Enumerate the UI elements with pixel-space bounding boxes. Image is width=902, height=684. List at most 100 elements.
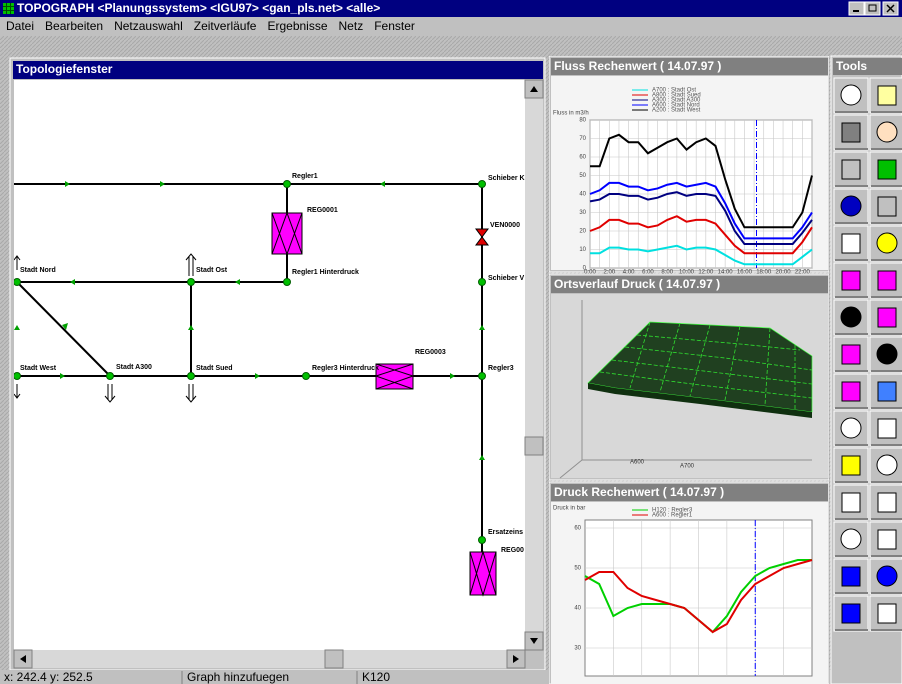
- surface-front: [588, 383, 812, 418]
- status-action: Graph hinzufuegen: [187, 670, 289, 684]
- menu-item[interactable]: Bearbeiten: [45, 19, 103, 33]
- node-dot[interactable]: [187, 278, 195, 286]
- app-icon-grid: [3, 3, 14, 14]
- legend-label: A800 : Stadt Sued: [652, 93, 701, 99]
- surface-title: Ortsverlauf Druck ( 14.07.97 ): [554, 277, 720, 291]
- surface-mesh: [599, 321, 813, 410]
- menu-item[interactable]: Zeitverläufe: [194, 19, 257, 33]
- tool-icon: [877, 85, 897, 106]
- v-scroll-thumb[interactable]: [524, 436, 544, 456]
- node-label: REG00: [501, 547, 524, 554]
- regulator-box: [271, 212, 303, 255]
- menu-item[interactable]: Datei: [6, 19, 34, 33]
- node-dot[interactable]: [478, 372, 486, 380]
- app-icon: [3, 3, 14, 14]
- tool-button-shadow: [871, 148, 902, 150]
- tool-icon: [877, 603, 897, 624]
- tool-button-shadow: [835, 111, 868, 113]
- regulator-reg0003: [374, 363, 415, 390]
- legend-label: A600 : Stadt Nord: [652, 103, 700, 109]
- tool-icon: [877, 307, 897, 328]
- tool-button-shadow: [835, 222, 868, 224]
- tool-icon: [841, 344, 861, 365]
- tool-icon: [840, 84, 862, 106]
- v-scrollbar: [525, 80, 543, 650]
- x-tick-label: 20:00: [776, 270, 792, 276]
- y-tick-label: 60: [579, 155, 586, 161]
- node-label: Stadt West: [20, 365, 57, 372]
- minimize-button[interactable]: [848, 1, 865, 16]
- surface-axis-label: A700: [680, 464, 695, 470]
- node-dot[interactable]: [187, 372, 195, 380]
- up-arrow: [185, 253, 197, 276]
- node-dot[interactable]: [283, 278, 291, 286]
- right-windows: Fluss Rechenwert ( 14.07.97 ) Ortsverlau…: [549, 56, 829, 684]
- tool-icon: [841, 233, 861, 254]
- x-tick-label: 16:00: [737, 270, 753, 276]
- topology-title-bar: [13, 61, 543, 79]
- tool-button-shadow: [835, 592, 868, 594]
- tool-icon: [840, 195, 862, 217]
- menu-item[interactable]: Netzauswahl: [114, 19, 183, 33]
- node-label: Stadt Ost: [196, 267, 228, 274]
- y-tick-label: 0: [583, 266, 587, 272]
- tool-buttons: [833, 77, 902, 632]
- node-label: VEN0000: [490, 222, 520, 229]
- tool-button-shadow: [835, 629, 868, 631]
- menu-item[interactable]: Ergebnisse: [267, 19, 327, 33]
- legend-label: A200 : Stadt West: [652, 108, 701, 114]
- tool-button-shadow: [835, 333, 868, 335]
- close-glyph: [886, 4, 895, 13]
- restore-glyph: [868, 4, 877, 12]
- scroll-down-arrow: [530, 638, 538, 644]
- node-dot[interactable]: [106, 372, 114, 380]
- node-label: Schieber V: [488, 275, 525, 282]
- series-line: [589, 191, 813, 245]
- node-label: Stadt Nord: [20, 267, 56, 274]
- status-coordinates: x: 242.4 y: 252.5: [4, 670, 93, 684]
- node-label: Regler3 Hinterdruck: [312, 365, 379, 372]
- tool-button-shadow: [871, 518, 902, 520]
- tool-button-shadow: [871, 111, 902, 113]
- pressure-title-bar: [551, 484, 828, 501]
- series-line: [590, 133, 813, 229]
- tool-icon: [840, 528, 862, 550]
- x-tick-label: 14:00: [718, 270, 734, 276]
- tool-button-shadow: [871, 444, 902, 446]
- node-dot[interactable]: [478, 180, 486, 188]
- node-dot[interactable]: [283, 180, 291, 188]
- node-label: Regler1 Hinterdruck: [292, 269, 359, 276]
- x-tick-label: 4:00: [623, 270, 635, 276]
- menu-item[interactable]: Fenster: [374, 19, 415, 33]
- tool-icon: [877, 529, 897, 550]
- x-tick-label: 22:00: [795, 270, 811, 276]
- valve: [475, 228, 489, 246]
- tool-button-shadow: [835, 296, 868, 298]
- tool-icon: [841, 159, 861, 180]
- restore-button[interactable]: [864, 1, 881, 16]
- node-dot[interactable]: [478, 278, 486, 286]
- tool-icon: [841, 122, 861, 143]
- menu-item[interactable]: Netz: [339, 19, 364, 33]
- tool-icon: [876, 343, 898, 365]
- surface-axis-label: A600: [630, 460, 645, 466]
- h-scroll-thumb[interactable]: [324, 649, 344, 669]
- node-dot[interactable]: [302, 372, 310, 380]
- tool-button-shadow: [871, 592, 902, 594]
- regulator-box: [375, 363, 414, 390]
- tool-button-shadow: [835, 444, 868, 446]
- node-dot[interactable]: [14, 372, 21, 380]
- tool-button-shadow: [835, 518, 868, 520]
- tool-icon: [877, 381, 897, 402]
- tool-icon: [877, 492, 897, 513]
- node-dot[interactable]: [14, 278, 21, 286]
- menu-bar: [0, 17, 902, 36]
- series-line: [589, 181, 813, 240]
- scroll-right-arrow: [513, 655, 519, 663]
- app-title-bar: [0, 0, 902, 17]
- topology-canvas: [14, 80, 525, 650]
- node-dot[interactable]: [478, 536, 486, 544]
- down-arrow: [14, 384, 21, 399]
- tool-icon: [876, 121, 898, 143]
